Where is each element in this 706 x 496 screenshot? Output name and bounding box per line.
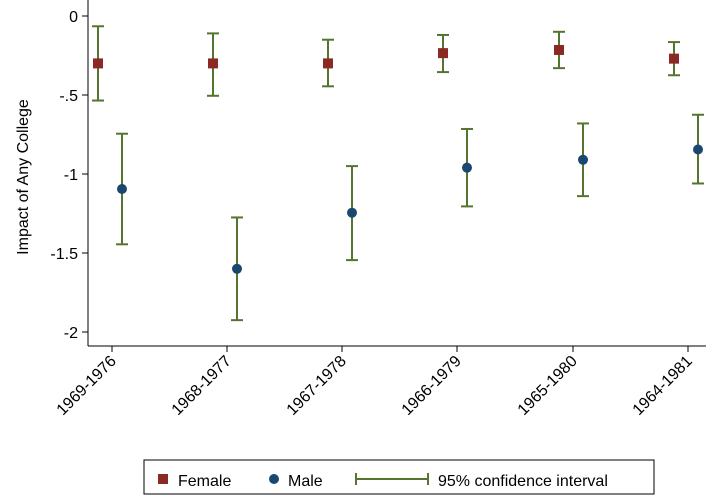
legend-box [143,459,655,495]
male-point [693,144,703,155]
y-tick-label: -.5 [59,88,78,105]
male-point [347,207,357,218]
male-point [232,263,242,274]
legend: Female Male 95% confidence interval [143,459,655,495]
x-tick-label: 1965-1980 [515,353,581,419]
x-tick-label: 1969-1976 [54,353,120,419]
y-tick-label: 0 [69,9,78,26]
female-point [208,58,218,69]
legend-male-label: Male [288,473,323,490]
male-point [462,162,472,173]
axes: 0 -.5 -1 -1.5 -2 1969-1976 1968-1977 1967-1978 1… [50,0,706,419]
x-tick-label: 1964-1981 [630,353,696,419]
x-tick-label: 1968-1977 [169,353,235,419]
female-point [554,44,564,55]
female-point [323,58,333,69]
legend-female-label: Female [178,473,231,490]
y-axis-title: Impact of Any College [15,99,32,255]
legend-ci-label: 95% confidence interval [438,473,608,490]
female-point [438,48,448,59]
y-tick-label: -2 [64,325,78,342]
chart-marks [92,25,704,322]
male-point [117,184,127,195]
y-tick-label: -1.5 [50,246,78,263]
female-point [93,58,103,69]
x-tick-label: 1966-1979 [399,353,465,419]
y-tick-label: -1 [64,167,78,184]
female-point [669,53,679,64]
x-tick-label: 1967-1978 [284,353,350,419]
legend-female-marker [158,474,168,484]
legend-male-marker [269,474,279,484]
male-point [578,154,588,165]
